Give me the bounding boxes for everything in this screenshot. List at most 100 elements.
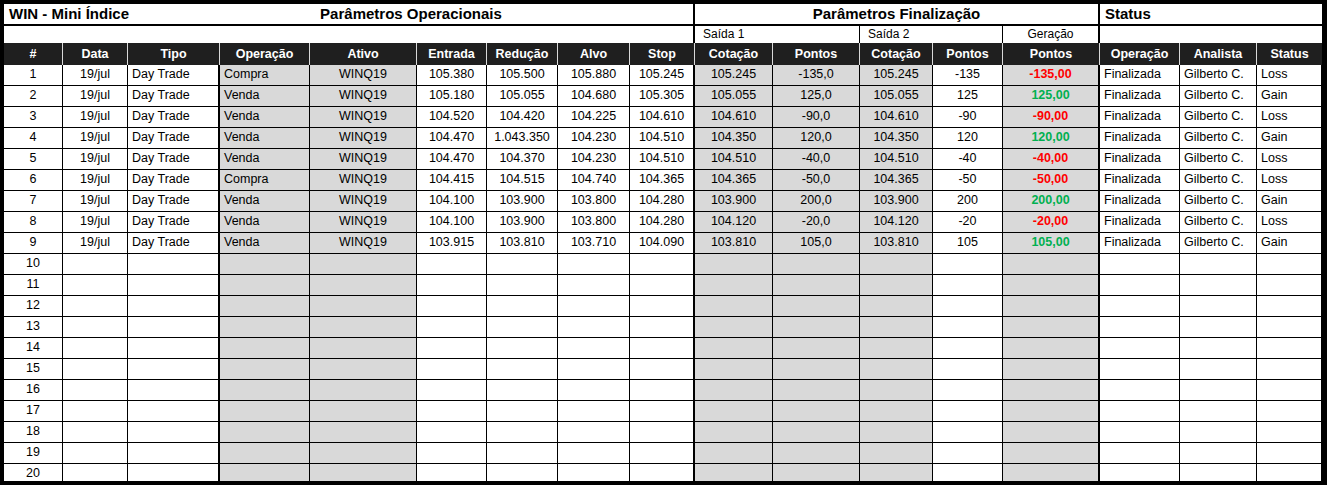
cell-status[interactable] (1257, 275, 1322, 295)
cell-saida2_pontos[interactable]: 200 (933, 191, 1003, 211)
cell-reducao[interactable]: 103.900 (487, 191, 558, 211)
cell-saida1_cotacao[interactable] (695, 422, 773, 442)
cell-operacao[interactable]: Compra (220, 65, 310, 85)
cell-data[interactable] (63, 401, 128, 421)
cell-reducao[interactable] (487, 338, 558, 358)
cell-analista[interactable] (1180, 401, 1257, 421)
cell-status[interactable]: Loss (1257, 170, 1322, 190)
cell-status_operacao[interactable]: Finalizada (1100, 149, 1180, 169)
column-header-geracao_pontos[interactable]: Pontos (1003, 43, 1100, 65)
cell-status_operacao[interactable] (1100, 443, 1180, 463)
cell-saida2_cotacao[interactable] (860, 254, 933, 274)
cell-saida1_cotacao[interactable] (695, 464, 773, 481)
cell-alvo[interactable]: 104.740 (558, 170, 630, 190)
cell-tipo[interactable]: Day Trade (128, 65, 220, 85)
cell-stop[interactable]: 104.280 (630, 191, 695, 211)
cell-saida1_pontos[interactable] (773, 380, 860, 400)
column-header-alvo[interactable]: Alvo (558, 43, 630, 65)
cell-num[interactable]: 10 (4, 254, 63, 274)
cell-saida1_cotacao[interactable] (695, 296, 773, 316)
subheader-geracao[interactable]: Geração (1003, 26, 1100, 43)
cell-saida1_cotacao[interactable] (695, 317, 773, 337)
cell-entrada[interactable] (417, 401, 487, 421)
cell-saida2_pontos[interactable]: -40 (933, 149, 1003, 169)
cell-saida2_cotacao[interactable] (860, 380, 933, 400)
cell-data[interactable]: 19/jul (63, 128, 128, 148)
cell-alvo[interactable]: 103.710 (558, 233, 630, 253)
cell-data[interactable] (63, 296, 128, 316)
cell-alvo[interactable]: 103.800 (558, 212, 630, 232)
cell-saida2_pontos[interactable]: 105 (933, 233, 1003, 253)
cell-data[interactable]: 19/jul (63, 233, 128, 253)
cell-num[interactable]: 16 (4, 380, 63, 400)
cell-stop[interactable] (630, 359, 695, 379)
cell-saida1_pontos[interactable] (773, 338, 860, 358)
cell-operacao[interactable]: Venda (220, 212, 310, 232)
cell-status[interactable]: Loss (1257, 212, 1322, 232)
cell-reducao[interactable]: 104.370 (487, 149, 558, 169)
cell-reducao[interactable]: 105.500 (487, 65, 558, 85)
cell-geracao_pontos[interactable]: -50,00 (1003, 170, 1100, 190)
cell-saida2_cotacao[interactable] (860, 359, 933, 379)
cell-stop[interactable]: 104.610 (630, 107, 695, 127)
cell-analista[interactable] (1180, 422, 1257, 442)
cell-saida2_pontos[interactable] (933, 317, 1003, 337)
cell-geracao_pontos[interactable]: 125,00 (1003, 86, 1100, 106)
cell-status[interactable] (1257, 338, 1322, 358)
cell-operacao[interactable] (220, 464, 310, 481)
cell-operacao[interactable] (220, 275, 310, 295)
cell-saida1_cotacao[interactable]: 105.055 (695, 86, 773, 106)
cell-alvo[interactable]: 105.880 (558, 65, 630, 85)
column-header-saida2_pontos[interactable]: Pontos (933, 43, 1003, 65)
cell-operacao[interactable] (220, 401, 310, 421)
cell-stop[interactable]: 105.245 (630, 65, 695, 85)
cell-status_operacao[interactable]: Finalizada (1100, 107, 1180, 127)
cell-entrada[interactable]: 104.470 (417, 128, 487, 148)
cell-entrada[interactable] (417, 338, 487, 358)
cell-status[interactable] (1257, 464, 1322, 481)
cell-entrada[interactable] (417, 359, 487, 379)
cell-saida2_pontos[interactable] (933, 464, 1003, 481)
cell-saida1_pontos[interactable]: 200,0 (773, 191, 860, 211)
cell-saida2_pontos[interactable]: 125 (933, 86, 1003, 106)
cell-alvo[interactable] (558, 359, 630, 379)
cell-stop[interactable] (630, 422, 695, 442)
cell-analista[interactable]: Gilberto C. (1180, 65, 1257, 85)
column-header-status[interactable]: Status (1257, 43, 1322, 65)
section-title-status[interactable]: Status (1100, 4, 1320, 24)
cell-saida1_cotacao[interactable]: 105.245 (695, 65, 773, 85)
cell-saida2_cotacao[interactable]: 104.120 (860, 212, 933, 232)
column-header-status_operacao[interactable]: Operação (1100, 43, 1180, 65)
cell-saida1_cotacao[interactable] (695, 254, 773, 274)
cell-alvo[interactable] (558, 275, 630, 295)
cell-saida1_pontos[interactable] (773, 422, 860, 442)
cell-tipo[interactable] (128, 443, 220, 463)
cell-geracao_pontos[interactable] (1003, 296, 1100, 316)
cell-saida1_cotacao[interactable]: 103.900 (695, 191, 773, 211)
cell-entrada[interactable] (417, 443, 487, 463)
cell-geracao_pontos[interactable] (1003, 401, 1100, 421)
cell-data[interactable]: 19/jul (63, 86, 128, 106)
cell-geracao_pontos[interactable]: -135,00 (1003, 65, 1100, 85)
cell-stop[interactable] (630, 317, 695, 337)
cell-saida2_pontos[interactable] (933, 443, 1003, 463)
column-header-num[interactable]: # (4, 43, 63, 65)
cell-status_operacao[interactable]: Finalizada (1100, 191, 1180, 211)
cell-saida1_pontos[interactable] (773, 296, 860, 316)
cell-geracao_pontos[interactable] (1003, 338, 1100, 358)
cell-saida1_pontos[interactable]: 120,0 (773, 128, 860, 148)
cell-entrada[interactable]: 104.520 (417, 107, 487, 127)
cell-saida1_pontos[interactable] (773, 317, 860, 337)
cell-ativo[interactable]: WINQ19 (310, 128, 417, 148)
cell-operacao[interactable] (220, 317, 310, 337)
cell-operacao[interactable] (220, 380, 310, 400)
cell-num[interactable]: 13 (4, 317, 63, 337)
cell-num[interactable]: 1 (4, 65, 63, 85)
cell-saida1_cotacao[interactable]: 104.350 (695, 128, 773, 148)
cell-reducao[interactable]: 103.810 (487, 233, 558, 253)
cell-data[interactable] (63, 254, 128, 274)
cell-saida2_pontos[interactable] (933, 422, 1003, 442)
cell-status_operacao[interactable]: Finalizada (1100, 128, 1180, 148)
cell-entrada[interactable]: 105.380 (417, 65, 487, 85)
cell-status[interactable] (1257, 443, 1322, 463)
